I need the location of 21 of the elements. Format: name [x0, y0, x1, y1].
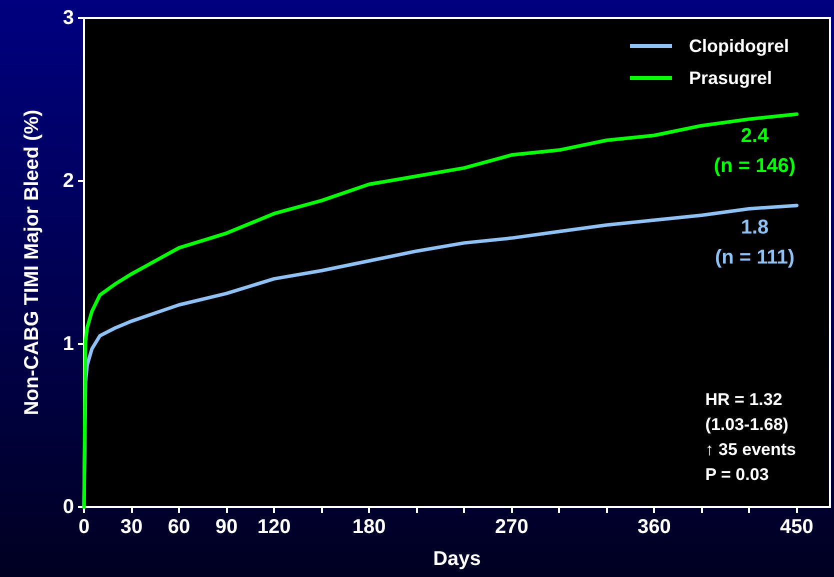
y-tick-label: 2 — [62, 170, 74, 192]
y-tick-label: 1 — [62, 333, 74, 355]
x-tick-label: 270 — [494, 516, 528, 538]
y-tick-label: 3 — [62, 7, 74, 29]
y-tick-label: 0 — [62, 496, 74, 518]
x-tick-label: 60 — [168, 516, 190, 538]
line-series — [82, 112, 798, 509]
x-tick-label: 30 — [120, 516, 143, 538]
x-tick-label: 0 — [78, 516, 90, 538]
annotation: 1.8 (n = 111) — [714, 216, 794, 268]
x-tick-label: 120 — [257, 516, 291, 538]
legend-label: Clopidogrel — [689, 36, 790, 56]
x-tick-label: 360 — [638, 516, 671, 538]
annotation: HR = 1.32 (1.03-1.68) ↑ 35 events P = 0.03 — [705, 390, 796, 484]
x-tick-label: 450 — [780, 516, 814, 538]
legend-label: Prasugrel — [689, 68, 772, 88]
y-axis-title: Non-CABG TIMI Major Bleed (%) — [21, 110, 43, 416]
x-tick-label: 90 — [215, 516, 238, 538]
x-tick-label: 180 — [352, 516, 386, 538]
annotation: 2.4 (n = 146) — [714, 125, 796, 178]
x-axis-title: Days — [433, 548, 481, 570]
